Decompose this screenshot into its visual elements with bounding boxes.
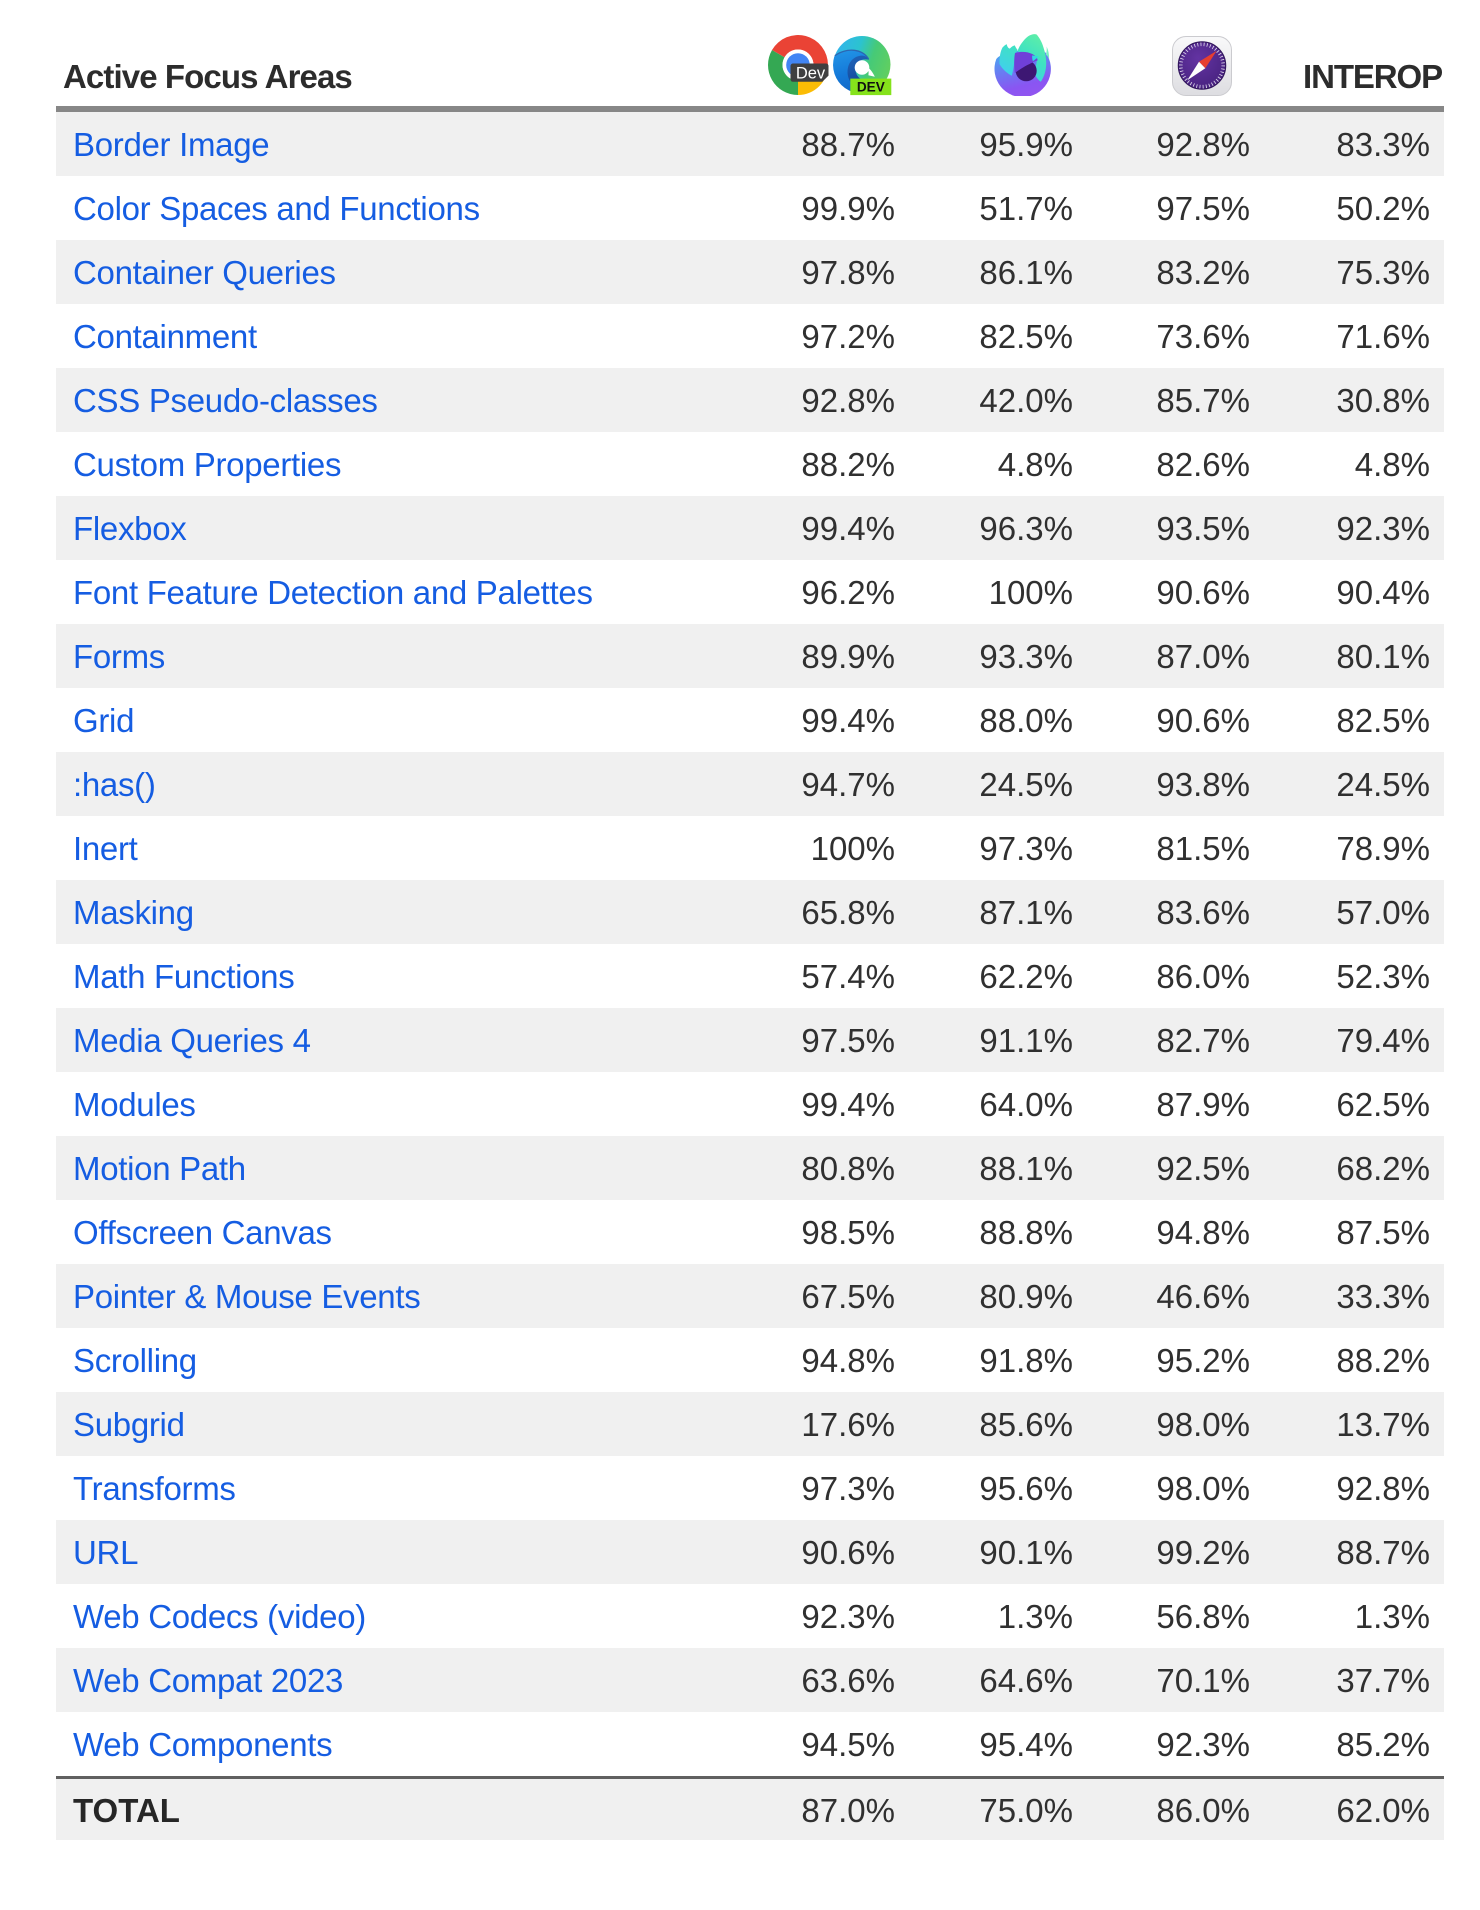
svg-text:DEV: DEV bbox=[857, 80, 885, 95]
svg-text:Dev: Dev bbox=[796, 65, 826, 83]
